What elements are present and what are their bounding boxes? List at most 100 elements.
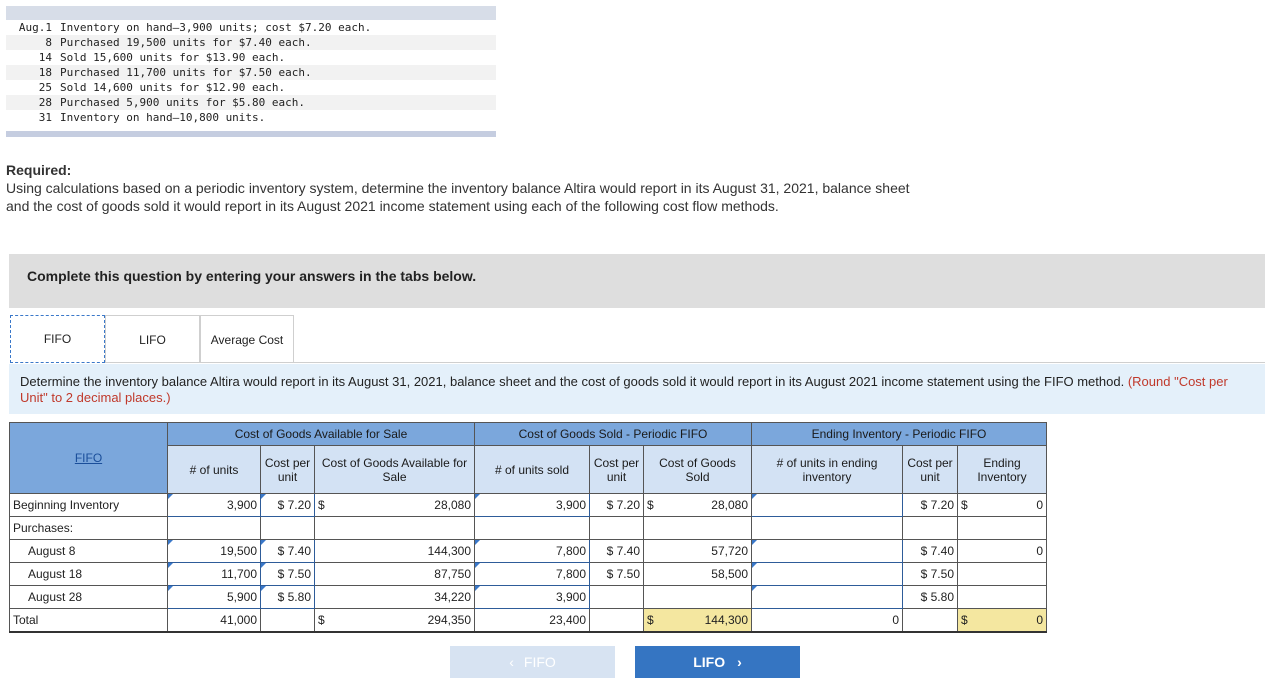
cogas-value: 144,300 bbox=[314, 539, 475, 563]
panel-text: Complete this question by entering your … bbox=[27, 268, 477, 284]
table-row: August 18 11,700 $ 7.50 87,750 7,800 $ 7… bbox=[9, 562, 1047, 586]
currency-symbol: $ bbox=[643, 608, 658, 633]
units-input[interactable]: 5,900 bbox=[167, 585, 261, 609]
tab-average-cost[interactable]: Average Cost bbox=[200, 315, 294, 363]
sold-cost-per-unit: $ 7.50 bbox=[589, 562, 644, 586]
ending-inventory-value bbox=[957, 585, 1047, 609]
data-line: Aug.1 Inventory on hand—3,900 units; cost… bbox=[18, 21, 372, 34]
required-title: Required: bbox=[6, 162, 72, 178]
total-cogas: 294,350 bbox=[328, 608, 475, 633]
data-line: 25 Sold 14,600 units for $12.90 each. bbox=[38, 81, 286, 94]
table-row: Purchases: bbox=[9, 516, 1047, 540]
table-row: August 28 5,900 $ 5.80 34,220 3,900 $ 5.… bbox=[9, 585, 1047, 609]
ending-inventory-value: 0 bbox=[957, 539, 1047, 563]
table-row: August 8 19,500 $ 7.40 144,300 7,800 $ 7… bbox=[9, 539, 1047, 563]
row-label: Purchases: bbox=[9, 516, 168, 540]
instruction-text: Determine the inventory balance Altira w… bbox=[20, 374, 1125, 389]
end-cost-per-unit: $ 5.80 bbox=[902, 585, 958, 609]
data-line: 31 Inventory on hand—10,800 units. bbox=[38, 111, 266, 124]
chevron-right-icon: › bbox=[737, 654, 742, 670]
col-header-ending-inventory: Ending Inventory bbox=[957, 445, 1047, 494]
tab-lifo[interactable]: LIFO bbox=[105, 315, 200, 363]
col-header-units-sold: # of units sold bbox=[474, 445, 590, 494]
col-header-end-cost-per-unit: Cost per unit bbox=[902, 445, 958, 494]
units-input[interactable]: 3,900 bbox=[167, 493, 261, 517]
group-header-cogs: Cost of Goods Sold - Periodic FIFO bbox=[474, 422, 752, 446]
cost-per-unit-input[interactable]: $ 7.50 bbox=[260, 562, 315, 586]
group-header-ending: Ending Inventory - Periodic FIFO bbox=[751, 422, 1047, 446]
cogs-value bbox=[643, 585, 752, 609]
units-sold-input[interactable]: 7,800 bbox=[474, 562, 590, 586]
table-row: Beginning Inventory 3,900 $ 7.20 $ 28,08… bbox=[9, 493, 1047, 517]
prev-button-label: FIFO bbox=[523, 654, 556, 670]
tab-fifo[interactable]: FIFO bbox=[10, 315, 105, 363]
units-ending-input[interactable] bbox=[751, 562, 903, 586]
col-header-units: # of units bbox=[167, 445, 261, 494]
currency-symbol: $ bbox=[957, 493, 972, 517]
currency-symbol: $ bbox=[957, 608, 972, 633]
tab-instruction: Determine the inventory balance Altira w… bbox=[9, 364, 1265, 414]
next-button[interactable]: LIFO › bbox=[635, 646, 800, 678]
row-label: August 18 bbox=[9, 562, 168, 586]
row-label: Beginning Inventory bbox=[9, 493, 168, 517]
units-sold-input[interactable]: 3,900 bbox=[474, 585, 590, 609]
chevron-left-icon: ‹ bbox=[509, 654, 514, 670]
units-ending-input[interactable] bbox=[751, 539, 903, 563]
cost-per-unit-input[interactable]: $ 5.80 bbox=[260, 585, 315, 609]
units-input[interactable]: 19,500 bbox=[167, 539, 261, 563]
cogas-value: 34,220 bbox=[314, 585, 475, 609]
data-box-top-bar bbox=[6, 6, 496, 20]
data-box-bottom-bar bbox=[6, 131, 496, 137]
currency-symbol: $ bbox=[314, 608, 329, 633]
sold-cost-per-unit bbox=[589, 585, 644, 609]
data-line: 28 Purchased 5,900 units for $5.80 each. bbox=[6, 95, 496, 110]
ending-inventory-value: 0 bbox=[971, 493, 1047, 517]
cogs-value: 57,720 bbox=[643, 539, 752, 563]
col-header-cost-per-unit: Cost per unit bbox=[260, 445, 315, 494]
fifo-table: FIFO Cost of Goods Available for Sale Co… bbox=[9, 422, 1047, 633]
currency-symbol: $ bbox=[314, 493, 329, 517]
data-line: 14 Sold 15,600 units for $13.90 each. bbox=[38, 51, 286, 64]
problem-data-box: Aug.1 Inventory on hand—3,900 units; cost… bbox=[6, 6, 496, 137]
total-cogs: 144,300 bbox=[657, 608, 752, 633]
cogas-value: 87,750 bbox=[314, 562, 475, 586]
total-ending-inventory: 0 bbox=[971, 608, 1047, 633]
cogs-value: 28,080 bbox=[657, 493, 752, 517]
tab-divider bbox=[105, 362, 1265, 363]
row-label: Total bbox=[9, 608, 168, 633]
ending-inventory-value bbox=[957, 562, 1047, 586]
total-units: 41,000 bbox=[167, 608, 261, 633]
currency-symbol: $ bbox=[643, 493, 658, 517]
required-section: Required: Using calculations based on a … bbox=[6, 161, 936, 215]
end-cost-per-unit: $ 7.50 bbox=[902, 562, 958, 586]
table-row-total: Total 41,000 $ 294,350 23,400 $ 144,300 … bbox=[9, 608, 1047, 633]
units-input[interactable]: 11,700 bbox=[167, 562, 261, 586]
next-button-label: LIFO bbox=[693, 654, 726, 670]
units-ending-input[interactable] bbox=[751, 493, 903, 517]
required-text: Using calculations based on a periodic i… bbox=[6, 180, 910, 214]
total-units-ending: 0 bbox=[751, 608, 903, 633]
row-label: August 28 bbox=[9, 585, 168, 609]
rounding-note: (Round "Cost per Unit" to 2 decimal plac… bbox=[20, 374, 1228, 405]
cost-per-unit-input[interactable]: $ 7.20 bbox=[260, 493, 315, 517]
prev-button[interactable]: ‹ FIFO bbox=[450, 646, 615, 678]
cost-per-unit-input[interactable]: $ 7.40 bbox=[260, 539, 315, 563]
cogas-value: 28,080 bbox=[328, 493, 475, 517]
units-sold-input[interactable]: 7,800 bbox=[474, 539, 590, 563]
cogs-value: 58,500 bbox=[643, 562, 752, 586]
col-header-cogas: Cost of Goods Available for Sale bbox=[314, 445, 475, 494]
units-sold-input[interactable]: 3,900 bbox=[474, 493, 590, 517]
data-line: 8 Purchased 19,500 units for $7.40 each. bbox=[6, 35, 496, 50]
col-header-sold-cost-per-unit: Cost per unit bbox=[589, 445, 644, 494]
units-ending-input[interactable] bbox=[751, 585, 903, 609]
group-header-available: Cost of Goods Available for Sale bbox=[167, 422, 475, 446]
end-cost-per-unit: $ 7.20 bbox=[902, 493, 958, 517]
sold-cost-per-unit: $ 7.40 bbox=[589, 539, 644, 563]
total-units-sold: 23,400 bbox=[474, 608, 590, 633]
end-cost-per-unit: $ 7.40 bbox=[902, 539, 958, 563]
table-corner-cell: FIFO bbox=[9, 422, 168, 494]
data-line: 18 Purchased 11,700 units for $7.50 each. bbox=[6, 65, 496, 80]
col-header-cogs: Cost of Goods Sold bbox=[643, 445, 752, 494]
sold-cost-per-unit: $ 7.20 bbox=[589, 493, 644, 517]
fifo-link[interactable]: FIFO bbox=[74, 451, 103, 465]
